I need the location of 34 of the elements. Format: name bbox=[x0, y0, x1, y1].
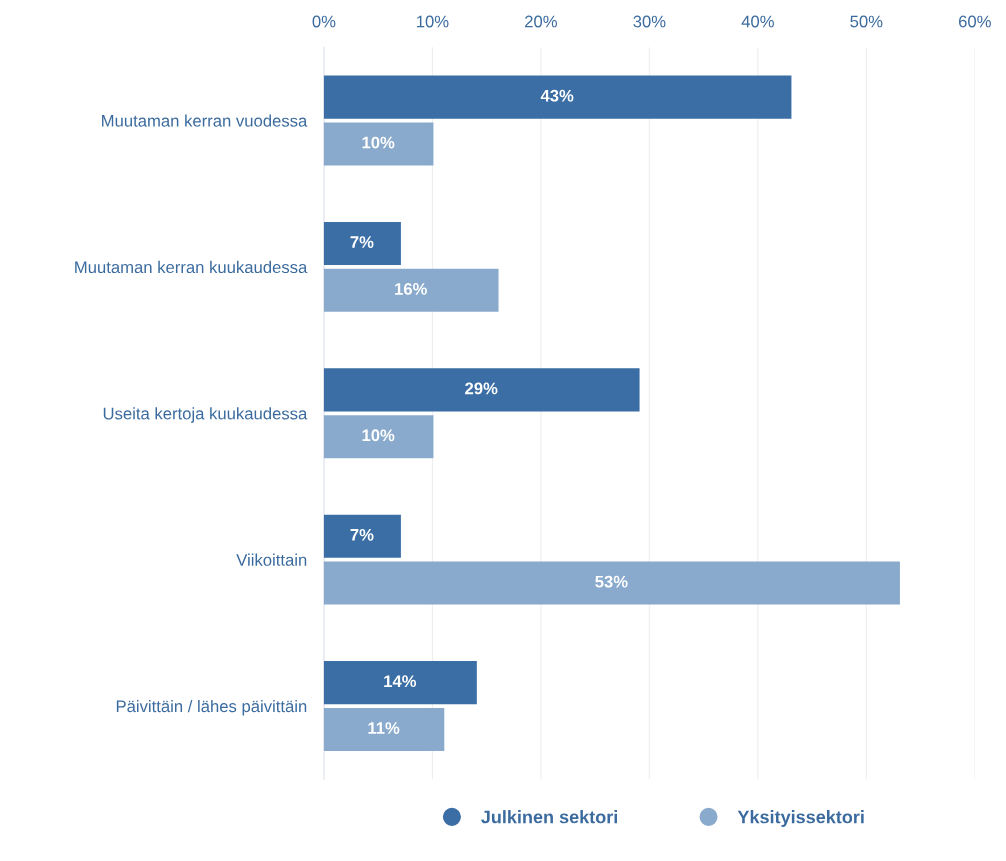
data-label: 7% bbox=[350, 236, 374, 248]
data-label: 14% bbox=[384, 675, 417, 688]
data-label: 10% bbox=[362, 136, 395, 149]
data-label: 43% bbox=[540, 89, 574, 102]
data-label: 53% bbox=[595, 575, 628, 588]
bar bbox=[323, 368, 640, 412]
bar bbox=[323, 75, 792, 119]
y-tick-label: Muutaman kerran vuodessa bbox=[102, 114, 308, 127]
bar bbox=[323, 707, 445, 751]
y-tick-label: Muutaman kerran kuukaudessa bbox=[75, 260, 308, 274]
data-label: 16% bbox=[395, 283, 427, 295]
data-label: 7% bbox=[350, 528, 374, 541]
x-tick-label: 30% bbox=[633, 15, 666, 28]
x-tick-label: 10% bbox=[417, 15, 449, 28]
bar bbox=[323, 514, 401, 558]
legend-label: Julkinen sektori bbox=[481, 810, 617, 824]
data-label: 29% bbox=[465, 382, 498, 395]
x-tick-label: 20% bbox=[525, 15, 557, 28]
bar bbox=[323, 268, 499, 312]
bar bbox=[323, 561, 900, 605]
bar bbox=[323, 221, 401, 266]
bar bbox=[323, 661, 477, 705]
x-tick-label: 0% bbox=[312, 15, 336, 28]
x-tick-label: 50% bbox=[850, 15, 883, 28]
x-tick-label: 60% bbox=[958, 15, 991, 28]
legend-label: Yksityissektori bbox=[737, 810, 864, 827]
y-tick-label: Viikoittain bbox=[236, 553, 307, 566]
data-label: 10% bbox=[362, 429, 395, 442]
y-tick-label: Useita kertoja kuukaudessa bbox=[103, 407, 308, 423]
x-tick-label: 40% bbox=[741, 15, 774, 28]
data-label: 11% bbox=[368, 722, 400, 734]
bar bbox=[323, 415, 434, 459]
bar bbox=[323, 122, 434, 166]
y-tick-label: Päivittäin / lähes päivittäin bbox=[116, 699, 307, 716]
